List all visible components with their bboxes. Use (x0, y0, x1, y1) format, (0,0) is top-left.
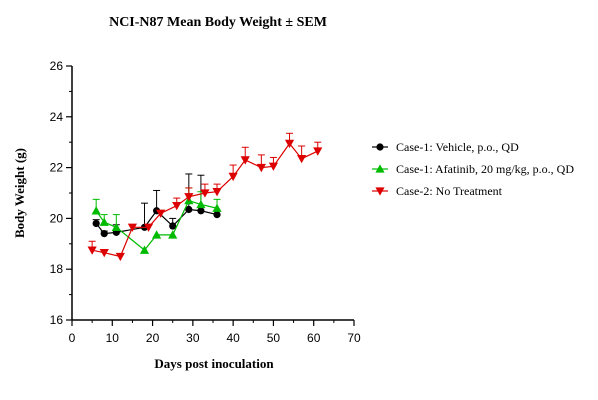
data-point (256, 163, 266, 173)
data-point (200, 189, 210, 198)
x-tick-label: 50 (267, 331, 281, 345)
series-layer (87, 132, 323, 262)
x-tick-label: 40 (226, 331, 240, 345)
data-point (284, 139, 295, 149)
data-point (152, 230, 162, 239)
y-tick-label: 24 (50, 110, 64, 124)
x-axis-label: Days post inoculation (154, 356, 274, 371)
data-point (268, 162, 279, 171)
x-tick-label: 20 (146, 331, 160, 345)
y-tick-label: 22 (50, 161, 64, 175)
data-point (197, 207, 205, 215)
y-tick-label: 16 (50, 313, 64, 327)
data-point (99, 249, 109, 258)
data-point (213, 210, 221, 219)
data-point (212, 203, 222, 212)
y-tick-label: 18 (50, 262, 64, 276)
data-point (185, 205, 193, 214)
legend-label: Case-1: Afatinib, 20 mg/kg, p.o., QD (396, 162, 574, 176)
data-point (99, 217, 109, 226)
y-tick-label: 20 (50, 211, 64, 225)
data-point (240, 156, 250, 165)
data-point (127, 223, 138, 232)
legend-marker (376, 143, 384, 151)
data-point (91, 206, 101, 215)
data-point (92, 219, 100, 228)
axes: 16 18 20 22 24 26 0 10 20 30 40 50 60 70 (50, 59, 361, 345)
series-line (92, 142, 318, 258)
legend-label: Case-1: Vehicle, p.o., QD (396, 140, 519, 154)
legend-label: Case-2: No Treatment (396, 184, 503, 198)
data-point (87, 246, 97, 255)
data-point (172, 202, 182, 211)
legend-marker (375, 187, 385, 196)
legend-marker (375, 164, 385, 173)
data-point (169, 222, 177, 230)
chart-title: NCI-N87 Mean Body Weight ± SEM (109, 15, 327, 30)
y-tick-label: 26 (50, 59, 64, 73)
series-3 (87, 132, 323, 262)
x-tick-label: 30 (186, 331, 200, 345)
x-tick-label: 60 (307, 331, 321, 345)
data-point (184, 193, 194, 202)
data-point (168, 230, 178, 239)
data-point (228, 172, 238, 182)
data-point (297, 155, 307, 164)
data-point (156, 209, 166, 218)
x-tick-label: 10 (106, 331, 120, 345)
data-point (111, 222, 121, 231)
data-point (212, 188, 222, 197)
y-axis-label: Body Weight (g) (12, 148, 27, 238)
x-tick-label: 0 (69, 331, 76, 345)
data-point (100, 230, 108, 238)
x-tick-label: 70 (347, 331, 361, 345)
data-point (115, 252, 125, 262)
data-point (313, 147, 323, 156)
data-point (139, 245, 150, 254)
data-point (196, 199, 206, 209)
legend: Case-1: Vehicle, p.o., QD Case-1: Afatini… (372, 140, 574, 198)
data-point (143, 223, 154, 232)
